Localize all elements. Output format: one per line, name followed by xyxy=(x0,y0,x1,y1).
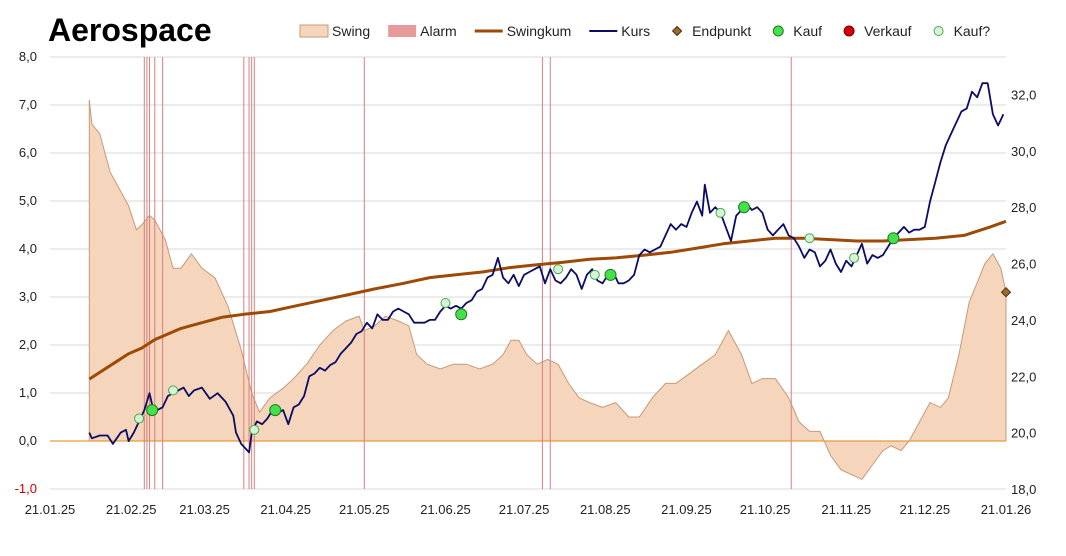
legend-label: Swingkum xyxy=(507,23,572,39)
endpunkt-point xyxy=(1000,286,1012,298)
markers xyxy=(134,201,1012,435)
kauf-question-point xyxy=(804,233,815,244)
legend-swatch xyxy=(772,25,784,37)
legend-item-endpunkt: Endpunkt xyxy=(671,23,751,39)
legend-label: Kurs xyxy=(621,23,650,39)
axes: -1,0 0,0 1,0 2,0 3,0 4,0 5,0 6,0 7,0 8,0 18,0 20,0 2… xyxy=(15,49,1037,517)
alarm-series xyxy=(143,57,792,489)
kauf-point xyxy=(146,404,159,417)
kauf-point xyxy=(604,268,617,281)
x-tick-label: 21.07.25 xyxy=(499,502,550,517)
legend-label: Alarm xyxy=(420,23,457,39)
legend-label: Kauf xyxy=(793,23,822,39)
legend-swatch xyxy=(671,25,683,37)
legend-item-kauf: Kauf xyxy=(772,23,822,39)
kauf-question-point xyxy=(168,385,179,396)
y-right-tick-label: 32,0 xyxy=(1011,87,1036,102)
legend-label: Kauf? xyxy=(954,23,991,39)
legend-item-verkauf: Verkauf xyxy=(843,23,912,39)
kauf-point xyxy=(269,404,282,417)
swing-series xyxy=(88,100,1007,481)
swingkum-line xyxy=(88,219,1007,381)
x-tick-label: 21.04.25 xyxy=(260,502,311,517)
kauf-question-point xyxy=(553,264,564,275)
y-left-tick-label: 2,0 xyxy=(19,337,37,352)
legend-item-swingkum: Swingkum xyxy=(474,23,572,39)
legend-label: Swing xyxy=(332,23,370,39)
y-left-tick-label: 8,0 xyxy=(19,49,37,64)
kauf-question-point xyxy=(249,424,260,435)
legend-swatch xyxy=(933,26,944,36)
legend-swatch xyxy=(388,25,417,37)
kurs-series xyxy=(88,82,1005,454)
y-right-tick-label: 26,0 xyxy=(1011,257,1036,272)
kauf-point xyxy=(887,232,900,245)
y-left-tick-label: 0,0 xyxy=(19,433,37,448)
y-left-tick-label: 3,0 xyxy=(19,289,37,304)
swing-outline xyxy=(88,100,1007,481)
kauf-question-point xyxy=(589,269,600,280)
y-right-tick-label: 22,0 xyxy=(1011,369,1036,384)
legend-swatch xyxy=(843,25,855,37)
y-right-tick-label: 20,0 xyxy=(1011,426,1036,441)
legend-swatch xyxy=(299,24,329,38)
x-tick-label: 21.02.25 xyxy=(106,502,157,517)
y-left-tick-label: 4,0 xyxy=(19,241,37,256)
kurs-line xyxy=(88,82,1005,454)
x-tick-label: 21.11.25 xyxy=(821,502,871,517)
y-right-tick-label: 28,0 xyxy=(1011,200,1036,215)
x-tick-label: 21.06.25 xyxy=(420,502,471,517)
legend-item-alarm: Alarm xyxy=(388,23,457,39)
x-tick-label: 21.12.25 xyxy=(900,502,951,517)
legend-item-kurs: Kurs xyxy=(589,23,650,39)
y-left-tick-label: 5,0 xyxy=(19,193,37,208)
legend-label: Endpunkt xyxy=(692,23,751,39)
y-left-tick-label: 6,0 xyxy=(19,145,37,160)
kauf-point xyxy=(738,201,751,214)
kauf-point xyxy=(455,308,468,321)
y-left-tick-label: -1,0 xyxy=(15,481,37,496)
x-tick-label: 21.05.25 xyxy=(339,502,390,517)
chart-title: Aerospace xyxy=(48,12,212,48)
y-right-tick-label: 24,0 xyxy=(1011,313,1036,328)
swingkum-series xyxy=(88,219,1007,381)
legend-label: Verkauf xyxy=(864,23,912,39)
kauf-question-point xyxy=(715,207,726,218)
legend-item-swing: Swing xyxy=(299,23,370,39)
swing-area xyxy=(89,100,1007,480)
kauf-question-point xyxy=(134,413,145,424)
x-tick-label: 21.01.25 xyxy=(25,502,76,517)
y-right-tick-label: 18,0 xyxy=(1011,482,1036,497)
legend-item-kauf_q: Kauf? xyxy=(933,23,991,39)
legend: Swing Alarm Swingkum Kurs Endpunkt Kauf Verkau… xyxy=(299,23,991,39)
kauf-question-point xyxy=(440,298,451,309)
x-tick-label: 21.08.25 xyxy=(580,502,631,517)
kauf-question-point xyxy=(849,252,860,263)
x-tick-label: 21.09.25 xyxy=(661,502,712,517)
x-tick-label: 21.03.25 xyxy=(179,502,230,517)
y-right-tick-label: 30,0 xyxy=(1011,144,1036,159)
x-tick-label: 21.01.26 xyxy=(981,502,1032,517)
y-left-tick-label: 7,0 xyxy=(19,97,37,112)
x-tick-label: 21.10.25 xyxy=(740,502,791,517)
y-left-tick-label: 1,0 xyxy=(19,385,37,400)
